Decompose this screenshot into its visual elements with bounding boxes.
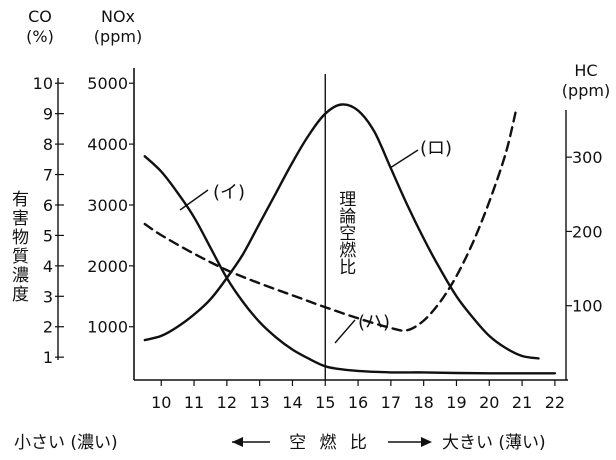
nox-tick-label: 2000 [87, 257, 128, 276]
hc-axis-unit: (ppm) [562, 81, 610, 100]
x-tick-label: 12 [217, 393, 237, 412]
x-tick-label: 11 [184, 393, 204, 412]
series-ro-nox-line [143, 103, 540, 360]
label-ro: (ロ) [420, 138, 452, 159]
co-tick-label: 5 [43, 226, 53, 245]
co-axis-unit: (%) [26, 27, 54, 46]
x-tick-label: 19 [446, 393, 466, 412]
co-tick-label: 3 [43, 287, 53, 306]
nox-tick-label: 3000 [87, 196, 128, 215]
nox-tick-label: 1000 [87, 318, 128, 337]
hc-tick-label: 300 [572, 148, 603, 167]
label-i: (イ) [213, 182, 245, 203]
x-tick-label: 13 [249, 393, 269, 412]
x-tick-label: 15 [315, 393, 335, 412]
co-tick-label: 1 [43, 348, 53, 367]
x-caption-arrowhead-left [232, 437, 243, 447]
x-caption-arrowhead-right [421, 437, 432, 447]
x-axis-title: 空 燃 比 [289, 433, 371, 453]
x-caption-right: 大きい (薄い) [442, 433, 546, 453]
co-tick-label: 9 [43, 105, 53, 124]
x-tick-label: 21 [512, 393, 532, 412]
co-tick-label: 8 [43, 135, 53, 154]
co-axis-title: CO [28, 7, 52, 26]
x-tick-label: 17 [381, 393, 401, 412]
label-i-leader [179, 189, 209, 211]
label-ha-leader [334, 319, 356, 344]
x-tick-label: 22 [545, 393, 565, 412]
series-layer [143, 103, 557, 375]
co-tick-label: 2 [43, 318, 53, 337]
x-tick-label: 18 [413, 393, 433, 412]
axes-layer: 10 11 12 13 14 15 16 17 18 19 20 21 2212345678910100… [33, 68, 603, 412]
stoichiometric-label: 理論空燃比 [335, 190, 356, 275]
co-tick-label: 6 [43, 196, 53, 215]
x-caption-left: 小さい (濃い) [14, 433, 118, 453]
nox-tick-label: 5000 [87, 74, 128, 93]
nox-axis-unit: (ppm) [94, 27, 142, 46]
label-ro-leader [389, 149, 419, 169]
co-tick-label: 7 [43, 166, 53, 185]
co-tick-label: 4 [43, 257, 53, 276]
labels-layer: CO(%)NOx(ppm)HC(ppm)有害物質濃度 理論空燃比(イ)(ロ)(ハ)… [8, 7, 610, 453]
hc-tick-label: 200 [572, 222, 603, 241]
x-tick-label: 10 [151, 393, 171, 412]
co-tick-label: 10 [33, 74, 53, 93]
nox-axis-title: NOx [101, 7, 135, 26]
series-ha-hc-line [143, 111, 517, 332]
x-tick-label: 20 [479, 393, 499, 412]
label-ha: (ハ) [358, 312, 390, 333]
series-i-co-line [143, 155, 557, 375]
nox-tick-label: 4000 [87, 135, 128, 154]
hc-axis-title: HC [574, 61, 597, 80]
hc-tick-label: 100 [572, 297, 603, 316]
x-tick-label: 14 [282, 393, 302, 412]
y-axis-title: 有害物質濃度 [8, 190, 29, 304]
x-tick-label: 16 [348, 393, 368, 412]
